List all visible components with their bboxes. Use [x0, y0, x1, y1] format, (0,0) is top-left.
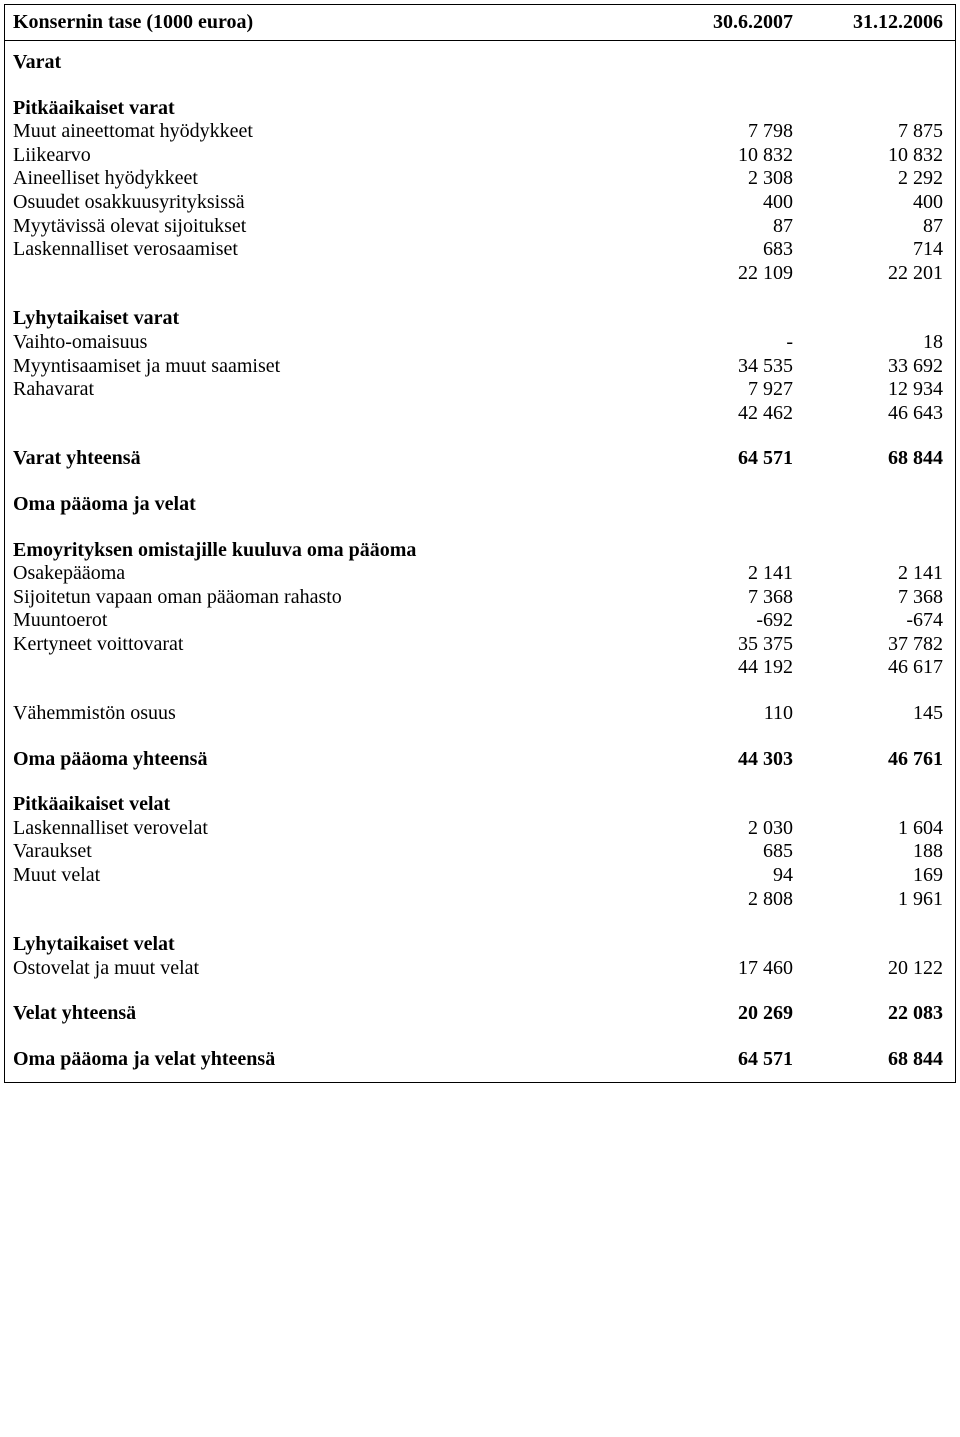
cell: 7 368 [643, 586, 793, 610]
cell: 2 141 [793, 562, 943, 586]
table-header: Konsernin tase (1000 euroa) 30.6.2007 31… [5, 5, 955, 41]
cell: 37 782 [793, 633, 943, 657]
subtotal: 22 109 [643, 262, 793, 286]
row-label [13, 262, 643, 286]
cell: 2 030 [643, 817, 793, 841]
total-cell: 46 761 [793, 748, 943, 772]
cell: 12 934 [793, 378, 943, 402]
grand-total-cell: 68 844 [793, 1048, 943, 1072]
cell: 33 692 [793, 355, 943, 379]
cell: 10 832 [793, 144, 943, 168]
total-label: Oma pääoma yhteensä [13, 748, 643, 772]
total-label: Velat yhteensä [13, 1002, 643, 1026]
section-heading: Emoyrityksen omistajille kuuluva oma pää… [13, 539, 643, 563]
subtotal: 46 643 [793, 402, 943, 426]
row-label: Vähemmistön osuus [13, 702, 643, 726]
row-label: Vaihto-omaisuus [13, 331, 643, 355]
cell: 34 535 [643, 355, 793, 379]
section-heading: Lyhytaikaiset varat [13, 307, 643, 331]
row-label: Osuudet osakkuusyrityksissä [13, 191, 643, 215]
row-label: Muut velat [13, 864, 643, 888]
cell: 145 [793, 702, 943, 726]
section-heading: Lyhytaikaiset velat [13, 933, 643, 957]
header-col-1: 30.6.2007 [643, 11, 793, 34]
row-label [13, 888, 643, 912]
cell: 17 460 [643, 957, 793, 981]
cell: 2 292 [793, 167, 943, 191]
row-label: Aineelliset hyödykkeet [13, 167, 643, 191]
cell: 400 [793, 191, 943, 215]
cell: 87 [793, 215, 943, 239]
cell: 169 [793, 864, 943, 888]
total-cell: 44 303 [643, 748, 793, 772]
cell: 110 [643, 702, 793, 726]
cell: - [643, 331, 793, 355]
total-cell: 64 571 [643, 447, 793, 471]
grand-total-cell: 64 571 [643, 1048, 793, 1072]
cell: 2 308 [643, 167, 793, 191]
cell: 714 [793, 238, 943, 262]
row-label: Ostovelat ja muut velat [13, 957, 643, 981]
section-heading: Pitkäaikaiset varat [13, 97, 643, 121]
row-label: Muuntoerot [13, 609, 643, 633]
cell: 7 927 [643, 378, 793, 402]
section-heading: Pitkäaikaiset velat [13, 793, 643, 817]
subtotal: 44 192 [643, 656, 793, 680]
cell: 188 [793, 840, 943, 864]
row-label: Laskennalliset verovelat [13, 817, 643, 841]
section-heading: Varat [13, 51, 643, 75]
row-label: Myytävissä olevat sijoitukset [13, 215, 643, 239]
cell: 683 [643, 238, 793, 262]
total-label: Varat yhteensä [13, 447, 643, 471]
cell: 10 832 [643, 144, 793, 168]
cell: -674 [793, 609, 943, 633]
grand-total-label: Oma pääoma ja velat yhteensä [13, 1048, 643, 1072]
cell: -692 [643, 609, 793, 633]
row-label: Kertyneet voittovarat [13, 633, 643, 657]
balance-sheet-table: Konsernin tase (1000 euroa) 30.6.2007 31… [4, 4, 956, 1083]
subtotal: 46 617 [793, 656, 943, 680]
row-label: Liikearvo [13, 144, 643, 168]
cell: 18 [793, 331, 943, 355]
cell: 7 798 [643, 120, 793, 144]
total-cell: 20 269 [643, 1002, 793, 1026]
total-cell: 68 844 [793, 447, 943, 471]
table-body: Varat Pitkäaikaiset varat Muut aineettom… [5, 41, 955, 1082]
cell: 87 [643, 215, 793, 239]
cell: 7 875 [793, 120, 943, 144]
section-heading: Oma pääoma ja velat [13, 493, 643, 517]
row-label: Varaukset [13, 840, 643, 864]
row-label: Sijoitetun vapaan oman pääoman rahasto [13, 586, 643, 610]
row-label: Muut aineettomat hyödykkeet [13, 120, 643, 144]
row-label [13, 656, 643, 680]
row-label: Osakepääoma [13, 562, 643, 586]
cell: 2 141 [643, 562, 793, 586]
row-label [13, 402, 643, 426]
cell: 7 368 [793, 586, 943, 610]
subtotal: 2 808 [643, 888, 793, 912]
header-title: Konsernin tase (1000 euroa) [13, 11, 643, 34]
header-col-2: 31.12.2006 [793, 11, 943, 34]
row-label: Myyntisaamiset ja muut saamiset [13, 355, 643, 379]
subtotal: 1 961 [793, 888, 943, 912]
row-label: Laskennalliset verosaamiset [13, 238, 643, 262]
cell: 685 [643, 840, 793, 864]
subtotal: 22 201 [793, 262, 943, 286]
cell: 20 122 [793, 957, 943, 981]
cell: 1 604 [793, 817, 943, 841]
row-label: Rahavarat [13, 378, 643, 402]
cell: 35 375 [643, 633, 793, 657]
total-cell: 22 083 [793, 1002, 943, 1026]
cell: 400 [643, 191, 793, 215]
cell: 94 [643, 864, 793, 888]
subtotal: 42 462 [643, 402, 793, 426]
